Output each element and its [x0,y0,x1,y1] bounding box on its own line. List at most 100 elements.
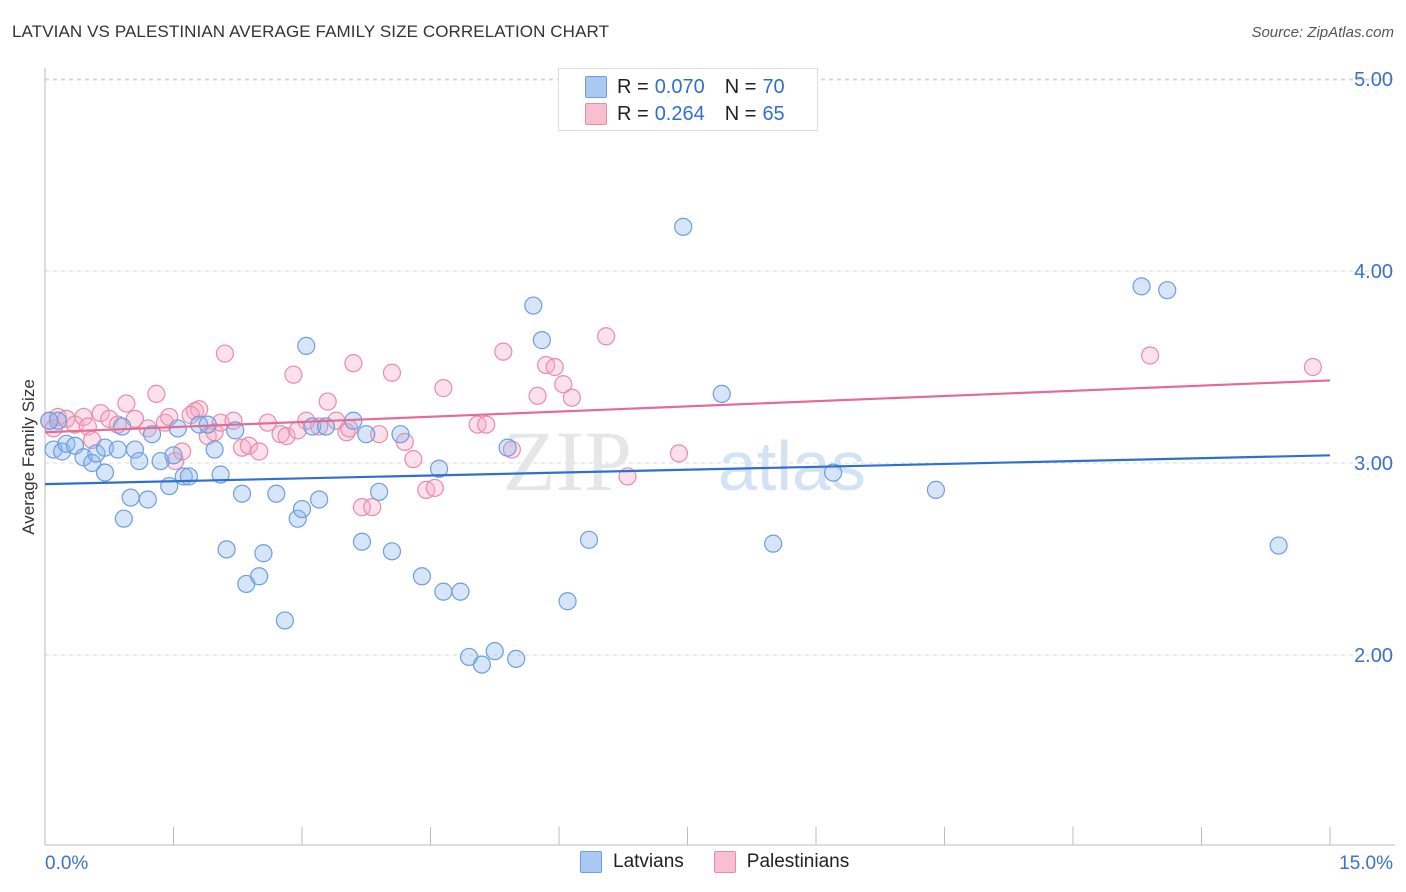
latvian-point [164,446,183,465]
latvian-point [160,476,179,496]
latvian-point [764,534,783,553]
palestinian-point [215,344,234,363]
latvian-point [472,655,491,674]
palestinians-swatch [585,103,607,125]
latvian-point [1269,536,1288,555]
latvian-point [507,649,526,668]
latvians-swatch [585,76,607,98]
latvian-point [179,467,199,486]
palestinian-point [669,444,689,463]
palestinian-point [434,379,453,398]
latvian-point [267,484,286,503]
latvian-point [824,463,843,482]
latvian-point [412,567,432,586]
latvian-point [142,425,162,444]
latvian-point [297,336,316,355]
palestinian-point [1140,346,1160,365]
latvian-point [254,544,273,563]
r-label: R = [617,102,649,125]
trend-lines [44,379,1331,486]
y-tick-label: 4.00 [1354,261,1393,283]
palestinian-point [404,450,423,469]
latvian-point [205,440,224,459]
y-tick-label: 2.00 [1354,645,1393,667]
series-legend: Latvians Palestinians [580,851,879,873]
palestinian-point [562,388,581,407]
n-value-palestinians: 65 [762,102,785,125]
latvian-point [429,459,449,478]
latvian-point [108,440,127,459]
palestinian-point [382,363,402,382]
legend-label-latvians: Latvians [613,851,684,872]
latvian-point [226,421,245,440]
latvian-point [316,417,336,436]
data-points [40,217,1322,674]
n-label: N = [724,102,757,125]
palestinian-point [318,392,337,411]
latvian-point [451,582,470,601]
palestinian-point [232,438,252,457]
latvian-point [352,532,372,551]
r-value-latvians: 0.070 [654,75,705,98]
source-label: Source: ZipAtlas.com [1251,24,1394,41]
latvian-point [524,296,543,315]
n-label: N = [724,75,757,98]
watermark-zip: ZIP [503,413,632,509]
n-value-latvians: 70 [762,75,785,98]
latvian-point [83,453,102,473]
palestinian-point [344,354,363,373]
latvian-point [211,465,230,484]
latvian-point [926,480,946,499]
latvian-point [217,540,236,559]
latvians-trend-line [44,454,1331,486]
palestinian-point [239,436,258,455]
grid-lines [45,78,1395,656]
legend-item-palestinians[interactable]: Palestinians [713,851,850,873]
palestinian-point [172,442,192,461]
latvian-point [40,411,59,430]
palestinian-point [545,357,564,377]
x-tick-label-min: 0.0% [45,853,88,874]
palestinian-point [147,384,166,403]
palestinian-point [1303,357,1322,377]
palestinian-point [494,342,513,361]
latvian-point [434,582,453,601]
palestinian-point [284,365,303,384]
latvian-point [125,440,145,459]
latvian-point [168,419,187,438]
palestinian-point [425,478,444,498]
stats-row-palestinians: R = 0.264 N = 65 [585,102,785,126]
legend-item-latvians[interactable]: Latvians [580,851,684,873]
latvian-point [674,217,693,236]
palestinian-point [528,386,547,405]
latvian-point [712,384,731,403]
latvian-point [579,530,599,549]
palestinians-legend-swatch [713,851,736,873]
latvian-point [391,425,410,444]
palestinian-point [370,425,389,444]
tick-labels: 2.00 3.00 4.00 5.00 0.0% 15.0% [45,69,1393,874]
palestinian-point [363,498,382,517]
palestinian-point [74,407,93,427]
latvian-point [485,642,504,661]
y-tick-label: 5.00 [1354,69,1393,91]
latvian-point [275,611,294,630]
latvian-point [288,509,307,528]
latvian-point [292,499,312,519]
palestinian-point [352,498,372,517]
latvian-point [232,484,252,503]
r-label: R = [617,75,649,98]
x-tick-label-max: 15.0% [1339,853,1393,874]
watermark: ZIP atlas [503,413,866,509]
latvian-point [310,490,329,509]
legend-label-palestinians: Palestinians [746,851,850,872]
latvian-point [1132,277,1151,296]
latvians-legend-swatch [580,851,602,873]
palestinian-point [477,415,496,434]
latvian-point [95,463,115,482]
latvian-point [1158,281,1177,300]
chart-title: LATVIAN VS PALESTINIAN AVERAGE FAMILY SI… [12,22,610,41]
palestinian-point [250,442,269,461]
r-value-palestinians: 0.264 [654,102,705,125]
